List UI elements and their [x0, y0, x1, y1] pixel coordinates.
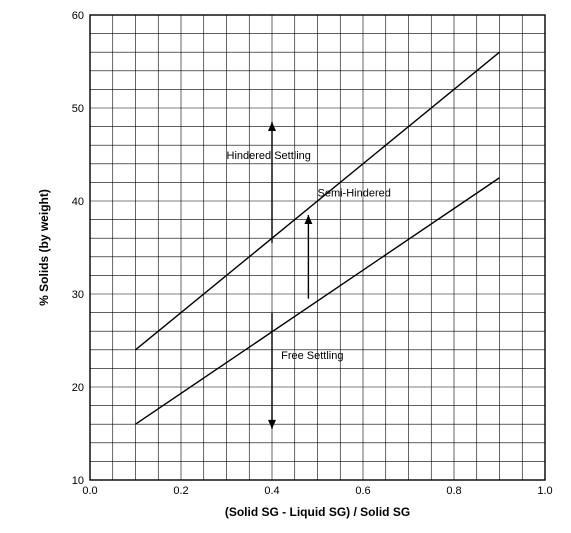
x-tick-label: 0.0	[82, 485, 97, 497]
settling-regime-chart: { "chart": { "type": "line", "width_px":…	[0, 0, 571, 533]
x-tick-label: 0.8	[446, 485, 461, 497]
x-tick-label: 0.2	[173, 485, 188, 497]
y-tick-label: 60	[72, 10, 84, 22]
x-axis-title: (Solid SG - Liquid SG) / Solid SG	[225, 505, 410, 519]
chart-bg	[0, 0, 571, 533]
region-label-hindered: Hindered Settling	[227, 150, 311, 162]
x-tick-label: 1.0	[537, 485, 552, 497]
y-tick-label: 10	[72, 475, 84, 487]
chart-svg: 0.0 0.2 0.4 0.6 0.8 1.0 10 20 30 40 50 60 Hindered S…	[0, 0, 571, 533]
y-tick-label: 20	[72, 382, 84, 394]
y-tick-label: 30	[72, 289, 84, 301]
x-tick-label: 0.4	[264, 485, 279, 497]
x-tick-label: 0.6	[355, 485, 370, 497]
region-label-free: Free Settling	[281, 350, 343, 362]
y-axis-title: % Solids (by weight)	[37, 189, 51, 306]
y-tick-label: 50	[72, 103, 84, 115]
y-tick-label: 40	[72, 196, 84, 208]
region-label-semi_hindered: Semi-Hindered	[318, 187, 391, 199]
